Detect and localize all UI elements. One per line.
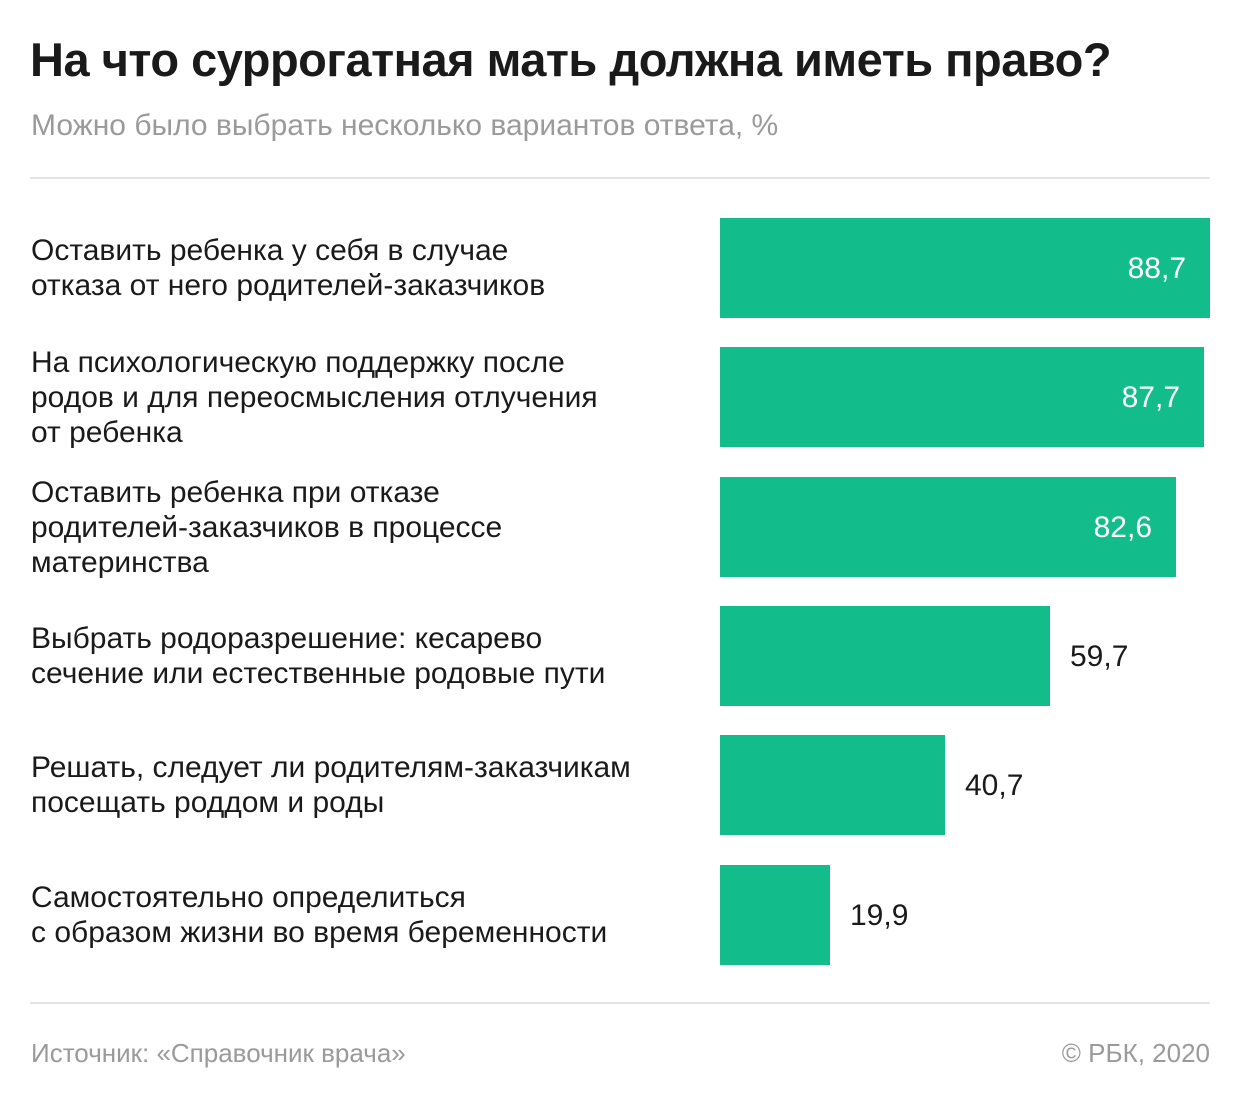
category-label: Решать, следует ли родителям-заказчикам … bbox=[31, 751, 631, 819]
chart-subtitle: Можно было выбрать несколько вариантов о… bbox=[31, 109, 779, 142]
bar bbox=[720, 218, 1210, 318]
value-label: 59,7 bbox=[1070, 639, 1129, 673]
copyright-note: © РБК, 2020 bbox=[1061, 1038, 1210, 1068]
top-divider bbox=[30, 177, 1210, 179]
chart-title: На что суррогатная мать должна иметь пра… bbox=[30, 33, 1112, 86]
value-label: 88,7 bbox=[1127, 251, 1186, 285]
source-note: Источник: «Справочник врача» bbox=[31, 1038, 406, 1068]
bar bbox=[720, 347, 1204, 447]
category-label: Самостоятельно определиться с образом жи… bbox=[31, 881, 608, 949]
value-label: 19,9 bbox=[850, 898, 909, 932]
bar bbox=[720, 606, 1050, 706]
bar bbox=[720, 865, 830, 965]
value-label: 82,6 bbox=[1093, 510, 1152, 544]
bottom-divider bbox=[30, 1002, 1210, 1004]
bar bbox=[720, 735, 945, 835]
value-label: 40,7 bbox=[965, 768, 1024, 802]
category-label: На психологическую поддержку после родов… bbox=[31, 345, 598, 449]
category-label: Выбрать родоразрешение: кесарево сечение… bbox=[31, 622, 606, 690]
category-label: Оставить ребенка у себя в случае отказа … bbox=[31, 234, 546, 302]
value-label: 87,7 bbox=[1121, 380, 1180, 414]
bar bbox=[720, 477, 1176, 577]
category-label: Оставить ребенка при отказе родителей-за… bbox=[31, 475, 503, 579]
